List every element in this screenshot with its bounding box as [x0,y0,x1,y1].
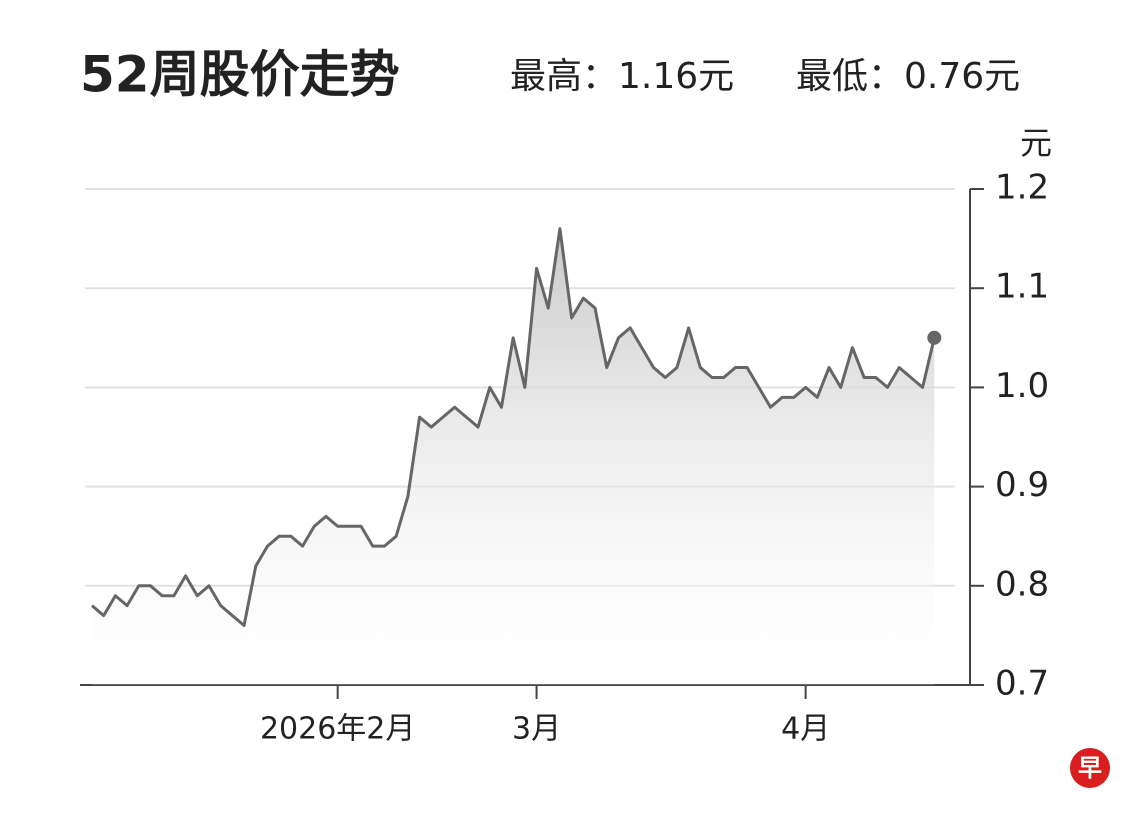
y-tick-label: 0.9 [995,465,1049,505]
y-tick-label: 1.0 [995,366,1049,406]
subtitle: 最高：1.16元 [510,56,734,97]
line [91,227,936,627]
subtitle: 最低：0.76元 [796,56,1020,97]
y-tick-label: 1.2 [995,168,1049,208]
area [92,228,935,685]
y-tick-label: 0.7 [995,664,1049,704]
last-point [927,330,942,345]
logo-circle [1070,748,1110,788]
logo-text: 早 [1078,754,1102,782]
chart-title: 52周股价走势 [80,46,400,104]
y-axis-label: 元 [1020,124,1052,162]
y-tick-label: 1.1 [995,267,1049,307]
x-tick-label: 3月 [512,712,561,747]
y-tick-label: 0.8 [995,564,1049,604]
logo: 早 [1070,748,1110,788]
x-tick-label: 2026年2月 [260,712,415,747]
x-tick-label: 4月 [781,712,830,747]
